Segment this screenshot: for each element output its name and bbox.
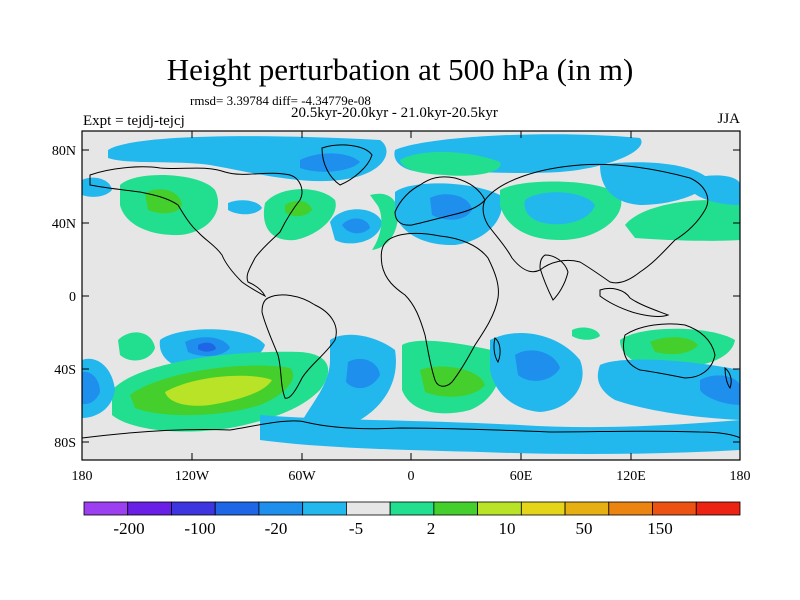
lat-label: 80N: [52, 144, 76, 159]
coast-australia: [623, 323, 716, 379]
field-spacific-green: [118, 332, 155, 361]
field-tasman-blue: [597, 359, 740, 420]
colorbar: [83, 501, 741, 516]
coast-africa: [380, 232, 499, 387]
coast-north-america: [89, 166, 303, 298]
coastlines: [82, 144, 740, 439]
colorbar-swatch: [345, 501, 391, 516]
coast-south-america: [261, 294, 337, 399]
lat-label: 40S: [54, 363, 76, 378]
colorbar-labels: -200 -100 -20 -5 2 10 50 150: [113, 519, 672, 538]
colorbar-swatch: [608, 501, 653, 516]
colorbar-swatch: [258, 501, 304, 516]
lon-label: 120W: [175, 469, 210, 484]
colorbar-swatch: [214, 501, 260, 516]
lon-label: 180: [730, 469, 751, 484]
field-indian-core: [515, 350, 560, 381]
colorbar-swatch: [389, 501, 435, 516]
axis-ticks: [81, 131, 741, 460]
colorbar-swatch: [171, 501, 216, 516]
colorbar-swatch: [695, 501, 741, 516]
field-australia-core: [650, 337, 698, 355]
field-spacific-deep: [198, 342, 216, 352]
coast-new-zealand: [724, 366, 732, 390]
field-sopac-peak: [165, 375, 272, 406]
colorbar-swatch: [652, 501, 697, 516]
stats-line: rmsd= 3.39784 diff= -4.34779e-08: [190, 93, 371, 108]
colorbar-swatch: [520, 501, 566, 516]
coast-madagascar: [493, 337, 501, 364]
field-tasman-core: [700, 375, 740, 405]
colorbar-swatch: [83, 501, 129, 516]
field-npacific-green: [625, 200, 740, 241]
coast-greenland: [321, 144, 373, 186]
coast-maritime-se-asia: [599, 287, 670, 317]
chart-title: Height perturbation at 500 hPa (in m): [166, 52, 634, 87]
colorbar-swatch: [477, 501, 522, 516]
field-iberia-green: [370, 193, 399, 250]
lon-label: 180: [72, 469, 93, 484]
field-east-us-core: [285, 200, 312, 217]
longitude-labels: 180 120W 60W 0 60E 120E 180: [72, 469, 751, 484]
colorbar-label: 10: [499, 519, 516, 538]
colorbar-swatch: [127, 501, 172, 516]
field-atlantic-blue-core: [342, 218, 370, 234]
colorbar-label: 150: [647, 519, 673, 538]
lon-label: 60E: [510, 469, 533, 484]
field-satlantic-core: [346, 358, 380, 389]
lon-label: 60W: [288, 469, 316, 484]
coast-asia: [482, 163, 709, 284]
colorbar-label: -5: [349, 519, 363, 538]
colorbar-swatch: [564, 501, 610, 516]
lat-label: 80S: [54, 436, 76, 451]
field-npacific-blue: [690, 175, 740, 205]
field-arctic-west-core: [300, 153, 360, 172]
lat-label: 40N: [52, 217, 76, 232]
season-label: JJA: [717, 111, 740, 127]
field-asia-blue: [524, 192, 595, 225]
coast-antarctica: [82, 420, 740, 439]
field-sw-core: [82, 371, 100, 405]
coast-india: [539, 254, 569, 301]
latitude-labels: 80N 40N 0 40S 80S: [52, 144, 76, 451]
lon-label: 120E: [616, 469, 646, 484]
lat-label: 0: [69, 290, 76, 305]
field-europe-core: [430, 194, 472, 220]
lon-label: 0: [408, 469, 415, 484]
field-southern-band: [260, 415, 740, 455]
colorbar-swatch: [302, 501, 347, 516]
map-panel: [82, 131, 740, 460]
field-eastasia-blue: [600, 162, 710, 205]
period-line: 20.5kyr-20.0kyr - 21.0kyr-20.5kyr: [291, 105, 498, 121]
experiment-line: Expt = tejdj-tejcj: [83, 113, 185, 129]
field-scandinavia-green: [400, 151, 501, 176]
colorbar-label: -200: [113, 519, 144, 538]
field-rockies-blue: [228, 200, 262, 215]
colorbar-swatch: [433, 501, 478, 516]
colorbar-label: -100: [184, 519, 215, 538]
field-indian-green-small: [572, 327, 600, 340]
colorbar-label: -20: [265, 519, 288, 538]
colorbar-label: 2: [427, 519, 436, 538]
height-perturbation-fields: [82, 134, 740, 455]
colorbar-label: 50: [576, 519, 593, 538]
